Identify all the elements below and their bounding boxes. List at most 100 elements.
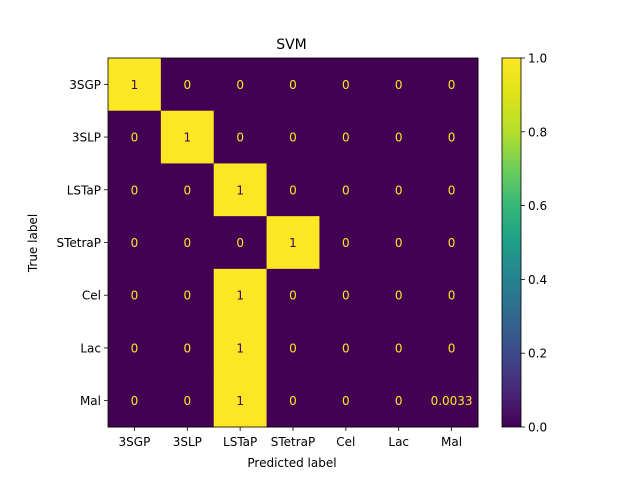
x-tick-label: STetraP [271,435,316,449]
cell-value-label: 0 [131,289,139,303]
heatmap-cell [266,110,320,164]
matrix-cells [108,58,479,428]
heatmap-cell [319,268,373,323]
cell-value-label: 0 [183,394,191,408]
heatmap-cell [266,321,320,375]
heatmap-cell [160,163,215,217]
heatmap-cell [160,216,215,270]
heatmap-cell [372,374,426,428]
cell-value-label: 0 [448,78,456,92]
cell-value-label: 0 [131,394,139,408]
cell-value-label: 0 [342,394,350,408]
colorbar-ticks: 0.0 0.2 0.4 0.6 0.8 1.0 [521,52,547,435]
heatmap-cell [108,268,162,323]
cell-value-label: 0 [395,289,403,303]
heatmap-cell [372,268,426,323]
heatmap-cell [319,374,373,428]
heatmap-cell [213,216,268,270]
heatmap-cell [108,216,162,270]
heatmap-cell [372,58,426,112]
cell-value-label: 0 [342,289,350,303]
heatmap-cell [425,321,479,375]
cell-value-label: 0 [236,78,244,92]
cell-value-label: 1 [183,131,191,145]
x-tick-label: LSTaP [223,435,257,449]
colorbar-tick-label: 0.2 [528,347,547,361]
cell-value-label: 0 [289,394,297,408]
cell-value-label: 0 [183,341,191,355]
cell-value-label: 0 [395,394,403,408]
cell-value-label: 0 [448,183,456,197]
heatmap-cell [266,58,320,112]
heatmap-cell [425,58,479,112]
cell-value-label: 0 [131,183,139,197]
heatmap-cell [319,58,373,112]
heatmap-cell [108,163,162,217]
cell-value-label: 1 [131,78,139,92]
heatmap-cell [160,110,215,164]
cell-value-label: 0 [236,236,244,250]
heatmap-cell [425,374,479,428]
cell-value-label: 0 [395,131,403,145]
cell-value-label: 0 [289,341,297,355]
heatmap-cell [319,321,373,375]
cell-value-label: 0 [289,78,297,92]
heatmap-cell [319,216,373,270]
colorbar-tick-label: 0.6 [528,199,547,213]
y-tick-label: STetraP [56,236,101,250]
heatmap-cell [108,374,162,428]
cell-value-label: 0 [131,236,139,250]
cell-value-label: 0.0033 [431,394,473,408]
cell-value-label: 1 [236,289,244,303]
heatmap-cell [213,321,268,375]
heatmap-cell [319,163,373,217]
heatmap-cell [160,321,215,375]
cell-value-label: 0 [131,131,139,145]
cell-value-label: 0 [289,131,297,145]
heatmap-cell [266,163,320,217]
y-tick-label: Cel [82,289,101,303]
cell-value-label: 0 [289,183,297,197]
cell-value-label: 1 [236,183,244,197]
cell-value-label: 0 [395,341,403,355]
y-tick-label: Lac [80,341,101,355]
cell-value-label: 0 [342,341,350,355]
y-tick-label: 3SGP [69,78,101,92]
x-tick-label: Cel [336,435,355,449]
heatmap-cell [425,216,479,270]
cell-value-label: 0 [395,78,403,92]
x-axis-label: Predicted label [247,456,336,470]
heatmap-cell [425,110,479,164]
y-tick-label: Mal [80,394,101,408]
cell-value-label: 0 [448,289,456,303]
heatmap-cell [213,58,268,112]
colorbar-tick-label: 0.0 [528,421,547,435]
y-tick-label: 3SLP [72,131,101,145]
cell-value-label: 1 [236,394,244,408]
heatmap-cell [425,163,479,217]
heatmap-cell [213,110,268,164]
heatmap-cell [266,268,320,323]
cell-value-label: 0 [448,236,456,250]
heatmap-cell [319,110,373,164]
x-tick-label: Mal [441,435,462,449]
heatmap-cell [160,268,215,323]
heatmap-cell [160,374,215,428]
x-tick-label: 3SGP [119,435,151,449]
heatmap-cell [372,110,426,164]
x-axis-ticks: 3SGP 3SLP LSTaP STetraP Cel Lac Mal [119,427,462,449]
cell-value-label: 0 [395,236,403,250]
heatmap-cell [213,268,268,323]
heatmap-cell [160,58,215,112]
heatmap-cell [372,163,426,217]
y-axis-label: True label [26,214,40,273]
cell-value-label: 0 [131,341,139,355]
cell-value-label: 0 [289,289,297,303]
cell-value-label: 0 [236,131,244,145]
cell-value-label: 0 [183,236,191,250]
colorbar-tick-label: 0.4 [528,273,547,287]
cell-value-label: 0 [448,131,456,145]
chart-title: SVM [276,37,307,53]
y-tick-label: LSTaP [67,183,101,197]
heatmap-cell [372,321,426,375]
